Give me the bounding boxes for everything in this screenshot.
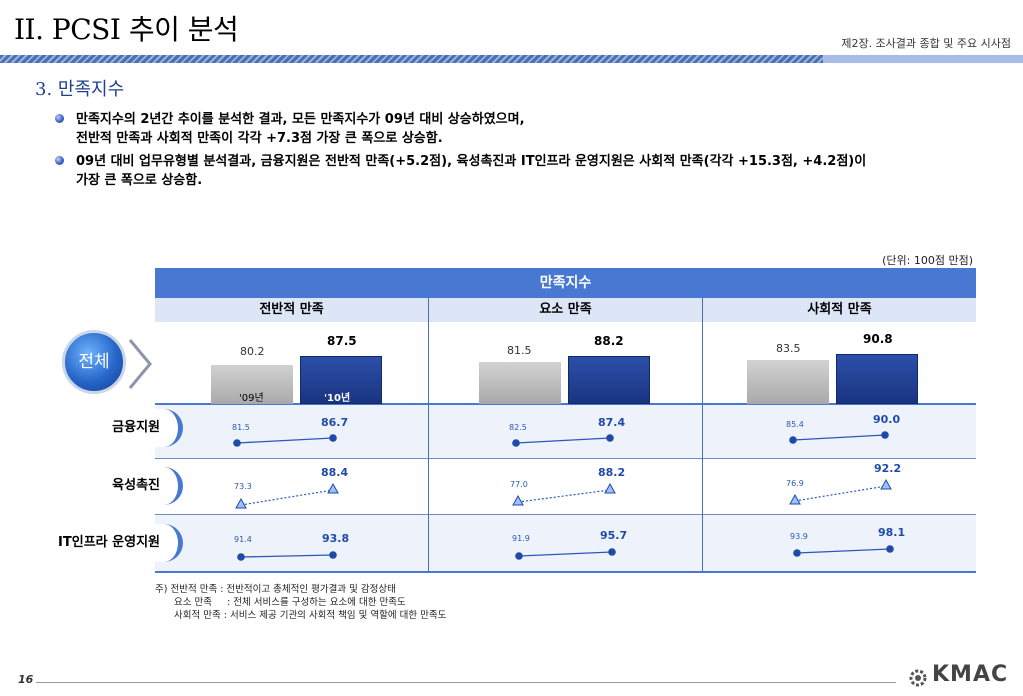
trend-line [240, 489, 334, 506]
row-band-it [155, 515, 976, 571]
point-09 [789, 436, 797, 444]
overall-value-09: 80.2 [240, 345, 265, 358]
point-09 [793, 549, 801, 557]
point-09 [789, 493, 801, 505]
unit-label: (단위: 100점 만점) [882, 254, 973, 267]
overall-value-09: 81.5 [507, 344, 532, 357]
bar-09 [479, 362, 561, 404]
chapter-label: 제2장. 조사결과 종합 및 주요 시사점 [841, 37, 1011, 50]
overall-value-09: 83.5 [776, 342, 801, 355]
row-divider [155, 458, 976, 459]
it-value-10: 98.1 [878, 526, 906, 539]
growth-value-09: 77.0 [510, 480, 528, 489]
finance-value-10: 90.0 [873, 413, 901, 426]
finance-value-09: 85.4 [786, 420, 804, 429]
section-title: 3. 만족지수 [35, 79, 125, 100]
column-divider [428, 298, 429, 572]
bar-09 [211, 365, 293, 404]
point-10 [881, 431, 889, 439]
finance-value-10: 86.7 [321, 416, 349, 429]
row-band-finance [155, 404, 976, 458]
row-divider [155, 403, 976, 405]
bullet-dot-icon [55, 156, 64, 165]
row-label-finance: 금융지원 [43, 409, 183, 447]
page-title: II. PCSI 추이 분석 [14, 13, 239, 46]
bullet-2-line-1: 09년 대비 업무유형별 분석결과, 금융지원은 전반적 만족(+5.2점), … [76, 154, 867, 169]
row-label-it: IT인프라 운영지원 [43, 524, 183, 562]
trend-line [236, 437, 334, 444]
bullet-1-line-2: 전반적 만족과 사회적 만족이 각각 +7.3점 가장 큰 폭으로 상승함. [76, 131, 443, 146]
bar-10 [836, 354, 918, 404]
gear-icon [909, 669, 927, 687]
table-header: 만족지수 [155, 268, 976, 298]
point-09 [515, 552, 523, 560]
bar-10 [300, 356, 382, 404]
trend-line [794, 485, 887, 502]
trend-line [518, 551, 613, 557]
bullet-1-line-1: 만족지수의 2년간 추이를 분석한 결과, 모든 만족지수가 09년 대비 상승… [76, 112, 525, 127]
year-label-09: '09년 [239, 393, 264, 404]
point-09 [235, 497, 247, 509]
bar-09 [747, 360, 829, 404]
point-10 [329, 434, 337, 442]
point-10 [880, 478, 892, 490]
point-09 [512, 439, 520, 447]
row-band-growth [155, 459, 976, 514]
footnote: 주) 전반적 만족 : 전반적이고 총체적인 평가결과 및 감정상태 요소 만족… [155, 583, 446, 622]
finance-value-10: 87.4 [598, 416, 626, 429]
page-number: 16 [18, 673, 34, 686]
trend-line [515, 437, 611, 444]
point-10 [608, 548, 616, 556]
finance-value-09: 82.5 [509, 423, 527, 432]
it-value-09: 91.4 [234, 535, 252, 544]
overall-value-10: 87.5 [327, 334, 357, 348]
growth-value-09: 76.9 [786, 479, 804, 488]
column-header-social: 사회적 만족 [703, 298, 976, 322]
overall-value-10: 90.8 [863, 332, 893, 346]
column-header-overall: 전반적 만족 [155, 298, 428, 322]
row-label-growth: 육성촉진 [43, 467, 183, 505]
footer-line [36, 682, 896, 683]
point-09 [237, 553, 245, 561]
overall-value-10: 88.2 [594, 334, 624, 348]
column-header-element: 요소 만족 [429, 298, 702, 322]
growth-value-09: 73.3 [234, 482, 252, 491]
footnote-line-2: 요소 만족 : 전체 서비스를 구성하는 요소에 대한 만족도 [174, 597, 406, 608]
point-09 [512, 494, 524, 506]
it-value-09: 91.9 [512, 534, 530, 543]
it-value-10: 93.8 [322, 532, 350, 545]
overall-badge: 전체 [62, 330, 126, 394]
bar-10 [568, 356, 650, 404]
it-value-09: 93.9 [790, 532, 808, 541]
point-09 [233, 439, 241, 447]
row-divider [155, 514, 976, 515]
year-label-10: '10년 [324, 393, 351, 404]
growth-value-10: 92.2 [874, 462, 902, 475]
it-value-10: 95.7 [600, 529, 628, 542]
header-stripe [0, 55, 1023, 63]
finance-value-09: 81.5 [232, 423, 250, 432]
chevron-right-icon [128, 339, 152, 389]
point-10 [329, 551, 337, 559]
footnote-line-3: 사회적 만족 : 서비스 제공 기관의 사회적 책임 및 역할에 대한 만족도 [174, 610, 447, 621]
growth-value-10: 88.4 [321, 466, 349, 479]
point-10 [327, 482, 339, 494]
growth-value-10: 88.2 [598, 466, 626, 479]
header-stripe-end [823, 55, 1023, 63]
trend-line [240, 554, 334, 558]
table-bottom-border [155, 571, 976, 573]
point-10 [604, 482, 616, 494]
kmac-logo: KMAC [932, 662, 1009, 687]
column-divider [702, 298, 703, 572]
point-10 [606, 434, 614, 442]
point-10 [886, 545, 894, 553]
trend-line [792, 434, 886, 441]
trend-line [796, 548, 891, 554]
trend-line [517, 489, 611, 503]
bullet-dot-icon [55, 114, 64, 123]
bullet-2-line-2: 가장 큰 폭으로 상승함. [76, 173, 203, 188]
footnote-line-1: 주) 전반적 만족 : 전반적이고 총체적인 평가결과 및 감정상태 [155, 584, 396, 595]
